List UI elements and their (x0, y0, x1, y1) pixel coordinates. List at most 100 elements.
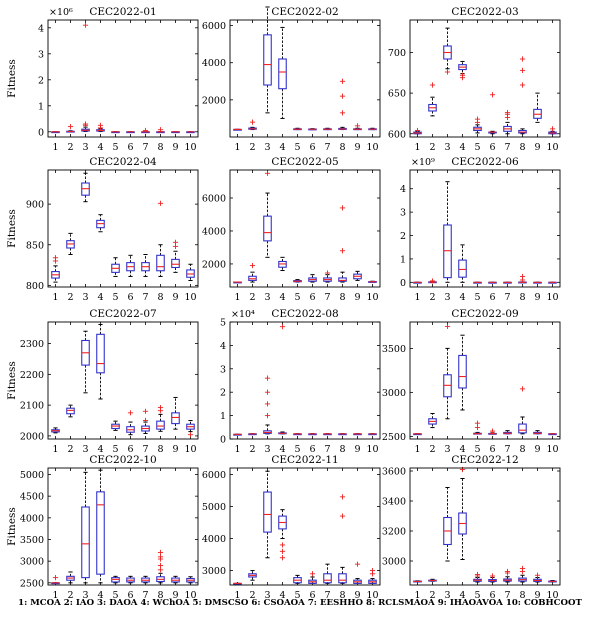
x-tick-label: 1 (52, 444, 58, 455)
y-tick-label: 2200 (20, 370, 44, 381)
box-1 (413, 281, 422, 284)
y-tick-label: 2300 (20, 339, 44, 350)
subplot-3: CEC2022-03 600 650 700 1 2 3 4 5 6 7 8 9 10 (388, 6, 561, 153)
y-tick-label: 3500 (20, 535, 44, 546)
box-5 (111, 257, 120, 277)
subplot-7: CEC2022-07 Fitness 2000 2100 2200 2300 1 2 3 4 5 6 7… (6, 308, 199, 455)
box-5 (293, 433, 302, 436)
subplot-12: CEC2022-12 3000 3200 3400 3600 1 2 3 4 5 6 7 8 9 10 (382, 454, 561, 601)
y-tick-label: 3000 (382, 557, 406, 568)
box-6 (308, 433, 317, 436)
outlier-marker (127, 410, 134, 416)
x-tick-label: 3 (264, 292, 270, 303)
box-9 (171, 131, 180, 134)
outlier-marker (339, 513, 346, 519)
x-tick-label: 5 (294, 444, 300, 455)
subplot-title: CEC2022-04 (89, 156, 157, 168)
box-2 (66, 404, 75, 418)
outlier-marker (324, 270, 331, 276)
x-tick-label: 2 (429, 590, 435, 601)
outlier-marker (429, 278, 436, 284)
outlier-marker (444, 69, 451, 75)
box-5 (293, 574, 302, 584)
x-tick-label: 8 (519, 590, 525, 601)
algorithm-legend: 1: MCOA 2: IAO 3: DAOA 4: WChOA 5: DMSCS… (18, 598, 582, 608)
box-3 (81, 22, 90, 133)
y-axis-label: Fitness (6, 59, 18, 98)
x-tick-label: 5 (294, 590, 300, 601)
box-9 (353, 270, 362, 281)
box-4 (458, 244, 467, 283)
outlier-marker (279, 548, 286, 554)
box-10 (368, 127, 377, 131)
x-tick-label: 8 (519, 444, 525, 455)
box-1 (51, 255, 60, 283)
x-tick-label: 5 (474, 292, 480, 303)
y-tick-label: 3 (220, 364, 226, 375)
x-tick-label: 6 (489, 292, 495, 303)
x-tick-label: 2 (429, 142, 435, 153)
outlier-marker (67, 124, 74, 130)
x-tick-label: 6 (489, 444, 495, 455)
outlier-marker (52, 575, 59, 581)
box-7 (323, 270, 332, 283)
outlier-marker (474, 116, 481, 122)
x-tick-label: 4 (279, 444, 285, 455)
box-10 (368, 280, 377, 283)
box-7 (141, 575, 150, 584)
box-10 (368, 433, 377, 436)
axes-frame (47, 467, 199, 586)
outlier-marker (504, 110, 511, 116)
box-10 (548, 281, 557, 284)
subplot-title: CEC2022-09 (451, 308, 518, 320)
x-tick-label: 3 (444, 444, 450, 455)
box-1 (51, 131, 60, 134)
box-5 (473, 420, 482, 435)
x-tick-label: 4 (97, 292, 103, 303)
x-tick-label: 4 (97, 444, 103, 455)
x-tick-label: 4 (459, 590, 465, 601)
box-5 (473, 571, 482, 583)
y-tick-label: 4000 (202, 58, 226, 69)
x-tick-label: 3 (444, 142, 450, 153)
x-tick-label: 8 (157, 590, 163, 601)
x-tick-label: 3 (444, 590, 450, 601)
x-tick-label: 9 (354, 142, 360, 153)
x-tick-label: 5 (112, 292, 118, 303)
outlier-marker (339, 78, 346, 84)
y-tick-label: 5000 (202, 502, 226, 513)
iqr-box (278, 58, 287, 90)
x-tick-label: 2 (429, 444, 435, 455)
outlier-marker (549, 126, 556, 132)
x-tick-label: 8 (519, 142, 525, 153)
axes-frame (409, 467, 561, 586)
box-4 (278, 26, 287, 119)
box-2 (428, 278, 437, 284)
box-5 (473, 281, 482, 284)
axes-frame (229, 321, 381, 440)
iqr-box (338, 277, 347, 282)
x-tick-label: 1 (234, 292, 240, 303)
outlier-marker (339, 248, 346, 254)
x-tick-label: 6 (489, 142, 495, 153)
box-4 (96, 122, 105, 133)
x-tick-label: 6 (127, 142, 133, 153)
axes-frame (409, 19, 561, 138)
subplot-title: CEC2022-05 (271, 156, 338, 168)
box-8 (338, 433, 347, 436)
outlier-marker (519, 82, 526, 88)
x-tick-label: 4 (279, 292, 285, 303)
x-tick-label: 7 (324, 444, 330, 455)
y-tick-label: 800 (26, 281, 44, 292)
x-tick-label: 9 (534, 142, 540, 153)
x-tick-label: 2 (249, 590, 255, 601)
subplot-title: CEC2022-03 (451, 6, 518, 18)
outlier-marker (279, 542, 286, 548)
x-tick-label: 8 (339, 590, 345, 601)
outlier-marker (474, 420, 481, 426)
box-3 (443, 487, 452, 562)
box-2 (428, 412, 437, 429)
box-9 (171, 396, 180, 430)
x-tick-label: 2 (67, 444, 73, 455)
